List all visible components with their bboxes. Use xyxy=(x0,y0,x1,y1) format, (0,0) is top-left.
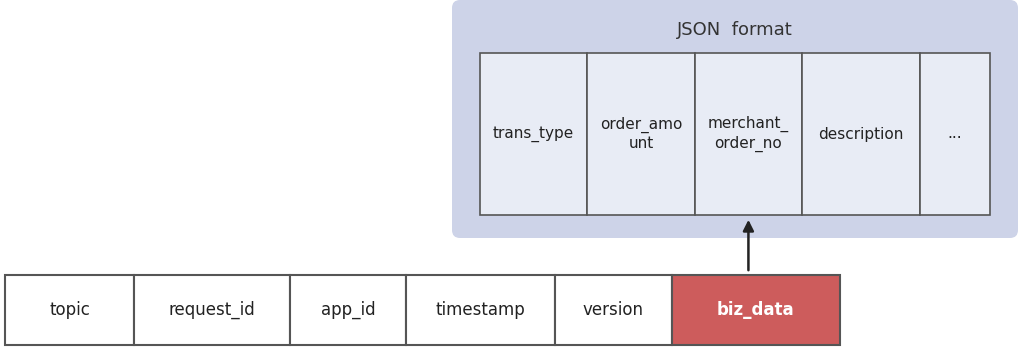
Bar xyxy=(480,53,588,215)
Text: trans_type: trans_type xyxy=(493,126,574,142)
Text: merchant_
order_no: merchant_ order_no xyxy=(708,116,789,152)
Bar xyxy=(5,275,135,345)
Bar xyxy=(671,275,840,345)
Bar xyxy=(588,53,695,215)
Text: version: version xyxy=(583,301,644,319)
FancyBboxPatch shape xyxy=(452,0,1018,238)
Text: order_amo
unt: order_amo unt xyxy=(600,117,683,152)
Polygon shape xyxy=(460,225,1010,234)
Bar xyxy=(920,53,990,215)
Text: topic: topic xyxy=(49,301,90,319)
Text: timestamp: timestamp xyxy=(435,301,525,319)
Bar xyxy=(135,275,290,345)
Text: request_id: request_id xyxy=(169,301,256,319)
Text: biz_data: biz_data xyxy=(717,301,795,319)
Bar xyxy=(555,275,671,345)
Text: ...: ... xyxy=(947,126,963,141)
Bar xyxy=(407,275,555,345)
Text: JSON  format: JSON format xyxy=(678,21,793,39)
Bar xyxy=(802,53,920,215)
Text: app_id: app_id xyxy=(321,301,375,319)
Bar xyxy=(695,53,802,215)
Bar xyxy=(290,275,407,345)
Text: description: description xyxy=(819,126,903,141)
